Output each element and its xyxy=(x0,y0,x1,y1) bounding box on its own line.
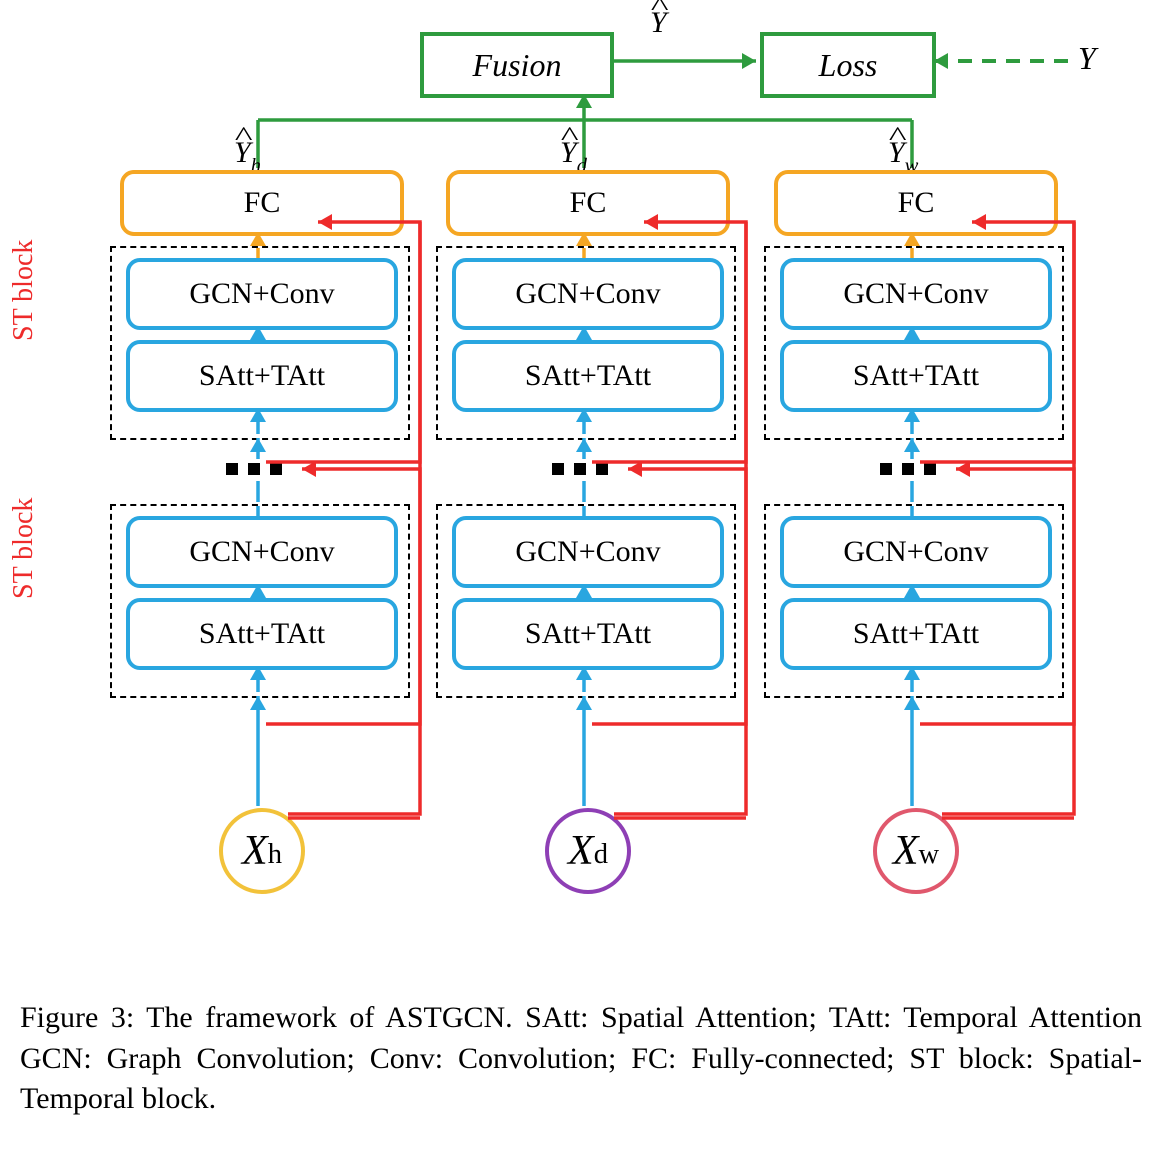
diagram: FusionLossYYYhFCGCN+ConvSAtt+TAttGCN+Con… xyxy=(20,20,1142,980)
st-block-label-lower: ST block xyxy=(8,498,40,599)
figure-caption: Figure 3: The framework of ASTGCN. SAtt:… xyxy=(20,998,1142,1120)
st-block-label-upper: ST block xyxy=(8,240,40,341)
